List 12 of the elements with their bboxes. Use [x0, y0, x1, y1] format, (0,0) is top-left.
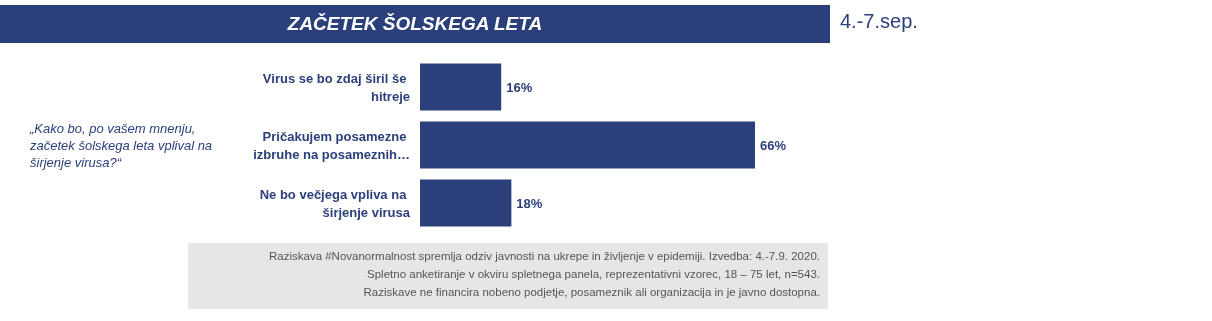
text: Raziskave ne financira nobeno podjetje, posameznik ali organizacija in je javno dostopna.: [362, 285, 820, 300]
data-label: 66%: [760, 137, 787, 153]
text: Raziskava #Novanormalnost spremlja odziv javnosti na ukrepe in življenje v epidemiji. Izvedba: 4.-7.9. 2020.: [268, 249, 820, 264]
y-tick-label: Virus se bo zdaj širil še hitreje: [262, 70, 410, 104]
text: Spletno anketiranje v okviru spletnega panela, reprezentativni vzorec, 18 – 75 let, n=543.: [366, 267, 820, 282]
data-label: 16%: [506, 79, 533, 95]
data-label: 18%: [516, 195, 543, 211]
y-tick-label: Pričakujem posamezne izbruhe na posameznih…: [253, 128, 410, 162]
chart-title: ZAČETEK ŠOLSKEGA LETA: [0, 5, 830, 43]
text: 4.-7.sep.: [840, 10, 918, 33]
text: „Kako bo, po vašem mnenju, začetek šolskega leta vplival na širjenje virusa?“: [30, 120, 214, 171]
y-tick-label: Ne bo večjega vpliva na širjenje virusa: [259, 186, 411, 220]
